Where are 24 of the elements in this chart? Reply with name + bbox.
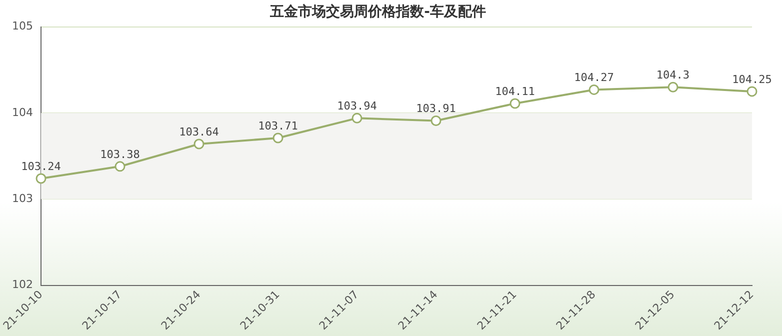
point <box>352 112 362 124</box>
point <box>272 132 284 144</box>
point <box>430 115 442 126</box>
point <box>588 84 600 95</box>
point <box>114 161 126 172</box>
data-label: 104.3 <box>656 68 690 82</box>
point <box>194 138 204 150</box>
point <box>746 86 758 97</box>
data-label: 104.25 <box>732 72 772 86</box>
y-tick-label: 103 <box>12 192 33 206</box>
point <box>36 173 46 184</box>
data-label: 103.94 <box>337 100 378 113</box>
data-label: 103.64 <box>179 125 220 138</box>
chart-title: 五金市场交易周价格指数-车及配件 <box>269 3 486 20</box>
y-tick-label: 102 <box>12 278 33 292</box>
data-label: 104.11 <box>495 84 535 98</box>
point <box>668 82 678 92</box>
data-label: 103.38 <box>100 148 140 161</box>
data-label: 104.27 <box>574 71 614 84</box>
y-tick-label: 105 <box>12 20 33 33</box>
data-label: 103.91 <box>416 102 456 116</box>
point <box>510 98 520 109</box>
y-tick-label: 104 <box>12 106 33 119</box>
data-label: 103.71 <box>258 119 298 132</box>
